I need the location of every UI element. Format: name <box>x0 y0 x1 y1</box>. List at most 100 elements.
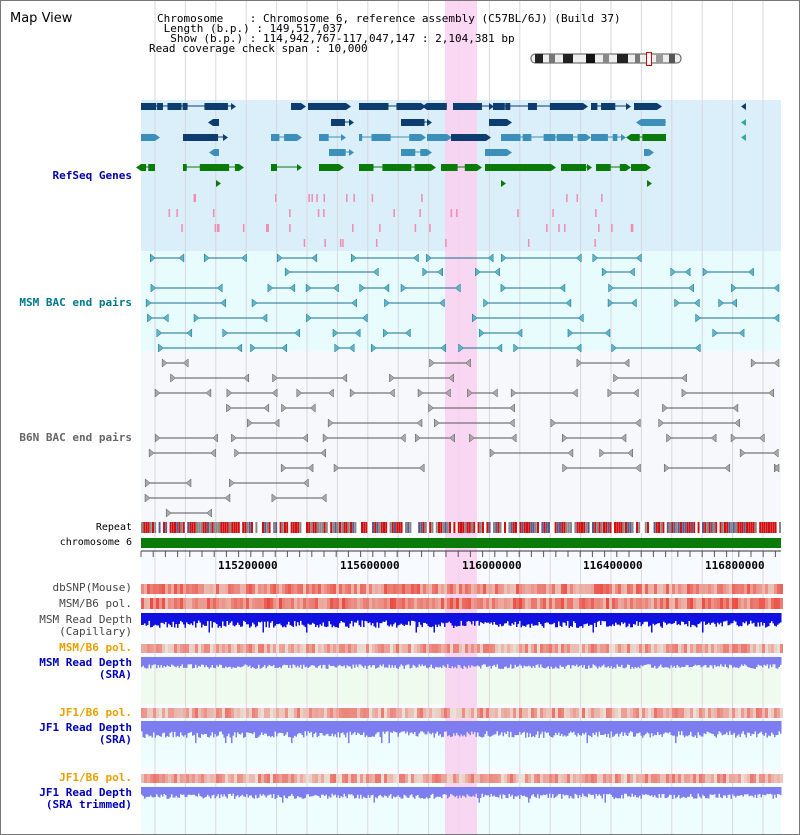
repeat-mark <box>374 522 377 533</box>
pol-heat-cell <box>669 598 672 609</box>
pol-heat-cell <box>216 708 219 718</box>
read-depth-bar <box>565 613 567 626</box>
pol-heat-cell <box>537 708 540 718</box>
track-label-msm-b6-pol: MSM/B6 pol. <box>59 597 132 610</box>
repeat-mark <box>372 522 374 533</box>
refseq-marker <box>527 239 530 247</box>
pol-heat-cell <box>273 644 276 653</box>
read-depth-bar <box>717 657 719 666</box>
track-label-dbsnp: dbSNP(Mouse) <box>52 581 132 594</box>
repeat-mark <box>383 522 385 533</box>
pol-heat-cell <box>453 708 456 718</box>
read-depth-bar <box>709 613 711 625</box>
read-depth-bar <box>718 613 720 625</box>
read-depth-bar <box>301 721 303 736</box>
read-depth-bar <box>568 613 570 628</box>
pol-heat-cell <box>666 598 669 609</box>
pol-heat-cell <box>363 774 366 783</box>
read-depth-bar <box>618 657 620 667</box>
repeat-mark <box>726 522 729 533</box>
bac-end-marker <box>491 388 498 398</box>
read-depth-bar <box>240 787 242 797</box>
pol-heat-cell <box>243 644 246 653</box>
read-depth-bar <box>598 787 600 795</box>
read-depth-bar <box>535 721 537 735</box>
read-depth-bar <box>475 721 477 737</box>
read-depth-bar <box>345 721 347 738</box>
read-depth-bar <box>655 721 657 736</box>
read-depth-bar <box>637 657 639 667</box>
gene-exon <box>329 149 344 156</box>
read-depth-bar <box>705 657 707 665</box>
read-depth-bar <box>327 721 329 734</box>
read-depth-bar <box>492 657 494 666</box>
repeat-mark <box>420 522 423 533</box>
read-depth-bar <box>547 657 549 667</box>
read-depth-bar <box>714 721 716 737</box>
read-depth-bar <box>265 613 267 628</box>
pol-heat-cell <box>294 708 297 718</box>
pol-heat-cell <box>774 584 777 594</box>
pol-heat-cell <box>627 644 630 653</box>
read-depth-bar <box>226 787 228 799</box>
read-depth-bar <box>288 787 290 797</box>
read-depth-bar <box>730 721 732 735</box>
read-depth-bar <box>147 613 149 626</box>
pol-heat-cell <box>771 598 774 609</box>
pol-heat-cell <box>384 598 387 609</box>
read-depth-bar <box>648 787 650 795</box>
pol-heat-cell <box>621 644 624 653</box>
pol-heat-cell <box>273 584 276 594</box>
repeat-mark <box>598 522 601 533</box>
read-depth-bar <box>601 721 603 735</box>
track-label-jf1-depth-sra-sub: (SRA) <box>98 733 132 746</box>
read-depth-bar <box>645 613 647 622</box>
pol-heat-cell <box>216 598 219 609</box>
repeat-mark <box>154 522 157 533</box>
pol-heat-cell <box>153 708 156 718</box>
read-depth-bar <box>744 787 746 795</box>
pol-heat-cell <box>684 598 687 609</box>
pol-heat-cell <box>309 644 312 653</box>
read-depth-bar <box>276 657 278 668</box>
read-depth-bar <box>322 657 324 665</box>
pol-heat-cell <box>429 708 432 718</box>
read-depth-bar <box>399 657 401 667</box>
read-depth-bar <box>171 657 173 665</box>
read-depth-bar <box>477 613 479 621</box>
read-depth-bar <box>424 613 426 623</box>
bac-end-marker <box>170 373 176 383</box>
pol-heat-cell <box>513 708 516 718</box>
read-depth-bar <box>162 657 164 668</box>
read-depth-bar <box>474 657 476 667</box>
pol-heat-cell <box>738 598 741 609</box>
read-depth-bar <box>207 721 209 737</box>
pol-heat-cell <box>282 774 285 783</box>
read-depth-bar <box>234 657 236 668</box>
read-depth-bar <box>427 657 429 669</box>
read-depth-bar <box>556 787 558 796</box>
pol-heat-cell <box>255 644 258 653</box>
chromosome-ideogram-highlight[interactable] <box>646 52 652 66</box>
repeat-mark <box>455 522 458 533</box>
read-depth-bar <box>606 787 608 795</box>
read-depth-bar <box>723 657 725 667</box>
read-depth-bar <box>471 613 473 625</box>
repeat-mark <box>508 522 511 533</box>
pol-heat-cell <box>567 584 570 594</box>
read-depth-bar <box>421 787 423 798</box>
repeat-mark <box>587 522 590 533</box>
read-depth-bar <box>657 721 659 733</box>
refseq-marker <box>267 224 269 232</box>
bac-end-marker <box>273 418 280 428</box>
pol-heat-cell <box>225 584 228 594</box>
pol-heat-cell <box>174 598 177 609</box>
pol-heat-cell <box>741 584 744 594</box>
read-depth-bar <box>178 613 180 624</box>
bac-end-marker <box>389 388 395 398</box>
bac-end-marker <box>469 433 475 443</box>
refseq-marker <box>308 194 310 202</box>
read-depth-bar <box>777 613 779 625</box>
repeat-mark <box>596 522 599 533</box>
